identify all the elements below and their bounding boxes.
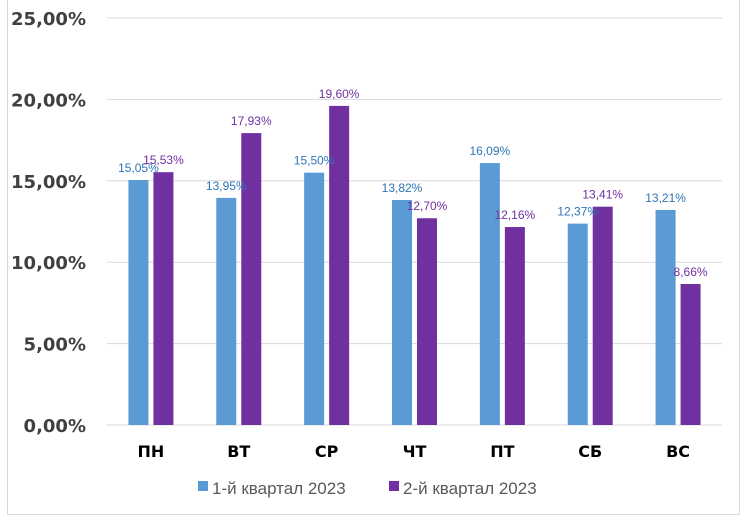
data-labels: 15,05%15,53% 13,95% 17,93% 15,50% 19,60% 13,8… bbox=[118, 87, 708, 279]
x-tick-label: ЧТ bbox=[403, 442, 427, 461]
data-label: 13,21% bbox=[645, 191, 686, 205]
y-axis-tick-labels: 0,00% 5,00% 10,00% 15,00% 20,00% 25,00% bbox=[11, 9, 86, 437]
gridlines bbox=[107, 17, 722, 426]
legend-label: 2-й квартал 2023 bbox=[403, 479, 537, 498]
data-label: 12,70% bbox=[407, 199, 448, 213]
data-label: 15,50% bbox=[294, 154, 335, 168]
bar bbox=[153, 172, 174, 425]
bar bbox=[504, 227, 525, 425]
bar bbox=[417, 218, 437, 425]
data-label: 8,66% bbox=[674, 265, 708, 279]
y-tick-label: 15,00% bbox=[11, 172, 86, 193]
data-label: 17,93% bbox=[231, 114, 272, 128]
data-label: 15,53% bbox=[143, 153, 184, 167]
bar bbox=[479, 163, 500, 425]
x-tick-label: СР bbox=[315, 442, 339, 461]
bar bbox=[680, 284, 701, 425]
bar bbox=[592, 206, 613, 425]
y-tick-label: 0,00% bbox=[24, 416, 86, 437]
bar bbox=[567, 223, 588, 425]
data-label: 12,37% bbox=[557, 205, 598, 219]
data-label: 19,60% bbox=[319, 87, 360, 101]
bar bbox=[304, 172, 325, 425]
y-tick-label: 5,00% bbox=[24, 335, 86, 356]
data-label: 13,82% bbox=[382, 181, 423, 195]
x-axis-tick-labels: ПН ВТ СР ЧТ ПТ СБ ВС bbox=[138, 442, 691, 461]
x-tick-label: ПН bbox=[138, 442, 165, 461]
data-label: 15,05% bbox=[118, 161, 159, 175]
x-tick-label: ВС bbox=[666, 442, 690, 461]
y-tick-label: 20,00% bbox=[11, 90, 86, 111]
bar bbox=[241, 133, 262, 425]
y-tick-label: 25,00% bbox=[11, 9, 86, 30]
data-label: 16,09% bbox=[470, 144, 511, 158]
x-tick-label: ПТ bbox=[490, 442, 514, 461]
legend-swatch bbox=[198, 481, 208, 491]
legend: 1-й квартал 2023 2-й квартал 2023 bbox=[198, 479, 537, 498]
data-label: 13,95% bbox=[206, 179, 247, 193]
x-tick-label: ВТ bbox=[227, 442, 250, 461]
bar bbox=[392, 200, 412, 425]
legend-swatch bbox=[389, 481, 399, 491]
data-label: 13,41% bbox=[582, 188, 623, 202]
bar bbox=[655, 209, 676, 425]
legend-label: 1-й квартал 2023 bbox=[212, 479, 346, 498]
bar bbox=[329, 105, 350, 426]
bar bbox=[128, 179, 149, 425]
x-tick-label: СБ bbox=[578, 442, 602, 461]
bar bbox=[216, 197, 237, 425]
bars bbox=[128, 105, 701, 426]
data-label: 12,16% bbox=[495, 208, 536, 222]
y-tick-label: 10,00% bbox=[11, 253, 86, 274]
